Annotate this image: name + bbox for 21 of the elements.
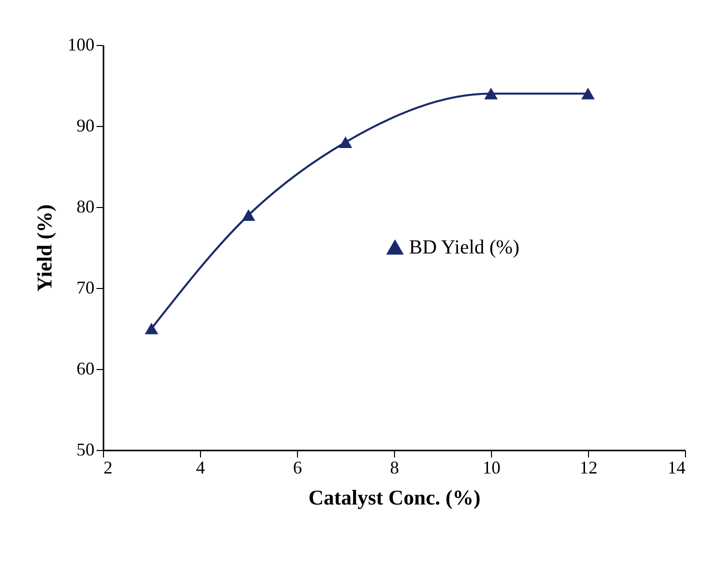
y-tick-label: 80 <box>76 196 94 216</box>
point <box>144 322 158 334</box>
point <box>338 136 352 148</box>
x-tick-label: 8 <box>390 458 399 478</box>
y-tick-label: 60 <box>76 358 94 378</box>
x-tick-label: 12 <box>580 458 598 478</box>
x-tick-label: 4 <box>196 458 205 478</box>
point <box>581 88 595 100</box>
y-tick-label: 100 <box>68 34 94 54</box>
point <box>242 209 256 221</box>
y-tick-label: 90 <box>76 116 94 136</box>
x-axis-title: Catalyst Conc. (%) <box>308 486 481 510</box>
point <box>484 88 498 100</box>
legend-label: BD Yield (%) <box>409 236 520 258</box>
x-tick-label: 10 <box>482 458 500 478</box>
y-axis-title: Yield (%) <box>32 204 56 292</box>
x-tick-label: 14 <box>668 458 686 478</box>
y-tick-label: 50 <box>76 440 94 460</box>
y-tick-label: 70 <box>76 278 94 298</box>
x-tick-label: 6 <box>293 458 302 478</box>
x-tick-label: 2 <box>104 458 112 478</box>
